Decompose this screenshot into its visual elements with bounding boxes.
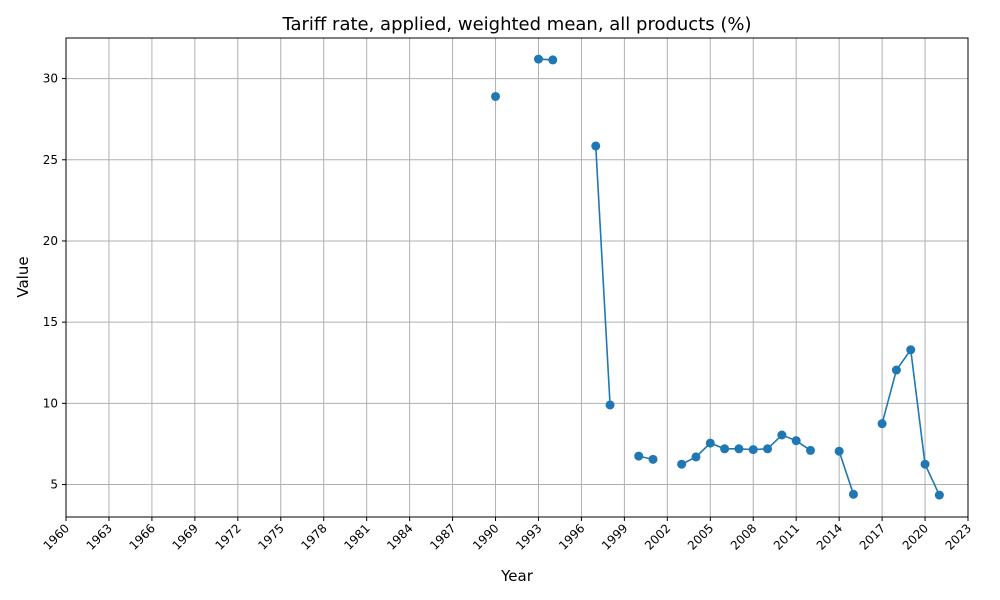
y-tick-label: 10 <box>43 396 58 410</box>
x-tick-label: 1990 <box>470 521 501 552</box>
x-tick-label: 2005 <box>685 521 716 552</box>
y-axis: 5 10 15 20 25 30 <box>43 72 66 492</box>
data-point <box>691 452 701 462</box>
data-point <box>920 459 930 469</box>
x-tick-label: 2011 <box>771 521 802 552</box>
x-tick-label: 1960 <box>41 521 72 552</box>
y-tick-label: 15 <box>43 315 58 329</box>
data-point <box>677 459 687 469</box>
x-tick-label: 1978 <box>298 521 329 552</box>
data-point <box>934 490 944 500</box>
data-point <box>734 444 744 454</box>
y-tick-label: 5 <box>50 478 58 492</box>
x-tick-label: 1963 <box>84 521 115 552</box>
data-point <box>777 430 787 440</box>
data-point <box>720 444 730 454</box>
x-tick-label: 2017 <box>857 521 888 552</box>
x-tick-label: 1972 <box>212 521 243 552</box>
x-axis-label: Year <box>500 567 534 585</box>
x-tick-label: 2014 <box>814 521 845 552</box>
x-tick-label: 2023 <box>943 521 974 552</box>
chart-title: Tariff rate, applied, weighted mean, all… <box>281 14 751 35</box>
x-tick-label: 1969 <box>169 521 200 552</box>
x-tick-label: 1966 <box>127 521 158 552</box>
data-point <box>605 400 615 410</box>
data-point <box>791 436 801 446</box>
x-tick-label: 1981 <box>341 521 372 552</box>
data-point <box>705 438 715 448</box>
data-point <box>877 419 887 429</box>
data-point <box>763 444 773 454</box>
x-tick-label: 1984 <box>384 521 415 552</box>
x-tick-label: 1999 <box>599 521 630 552</box>
x-axis: 1960 1963 1966 1969 1972 1975 1978 1981 1984 1987… <box>41 517 974 553</box>
x-tick-label: 1975 <box>255 521 286 552</box>
y-axis-label: Value <box>14 256 32 297</box>
y-tick-label: 30 <box>43 72 58 86</box>
y-tick-label: 20 <box>43 234 58 248</box>
data-point <box>748 445 758 455</box>
y-tick-label: 25 <box>43 153 58 167</box>
series-line-segment <box>594 145 611 406</box>
x-tick-label: 2008 <box>728 521 759 552</box>
x-tick-label: 1996 <box>556 521 587 552</box>
x-tick-label: 1993 <box>513 521 544 552</box>
data-point <box>491 91 501 101</box>
x-tick-label: 2020 <box>900 521 931 552</box>
x-tick-label: 2002 <box>642 521 673 552</box>
data-point <box>891 365 901 375</box>
series-layer <box>491 54 944 500</box>
x-tick-label: 1987 <box>427 521 458 552</box>
data-point <box>906 345 916 355</box>
data-point <box>634 451 644 461</box>
data-point <box>806 445 816 455</box>
grid-lines <box>65 38 969 517</box>
series-line-segment <box>881 347 941 496</box>
data-point <box>834 446 844 456</box>
series-line-segment <box>838 450 855 495</box>
plot-frame <box>65 37 969 518</box>
data-point <box>533 54 543 64</box>
data-point <box>648 454 658 464</box>
data-point <box>591 141 601 151</box>
series-line-segment <box>681 434 811 465</box>
data-point <box>848 489 858 499</box>
data-point <box>548 55 558 65</box>
